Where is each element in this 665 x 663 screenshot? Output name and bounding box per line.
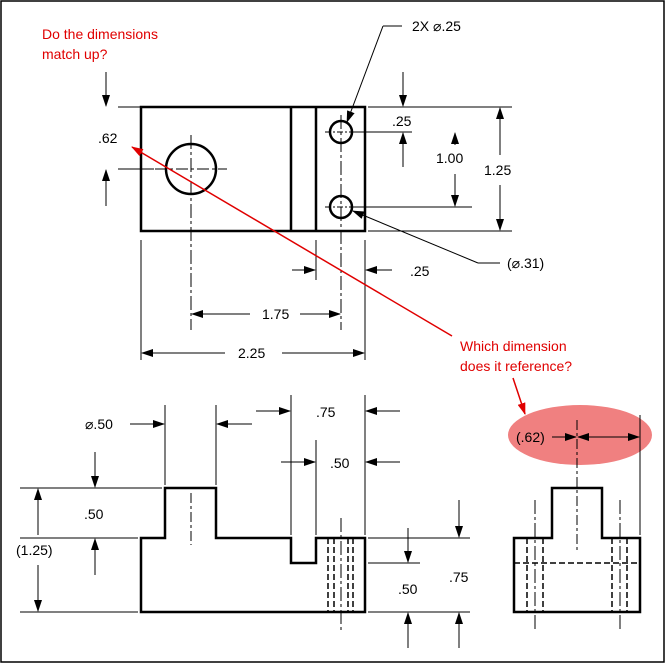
- hole-spacing-small-dim: .25: [392, 113, 412, 129]
- front-view: ⌀.50 .75 .50 .50 (1.25) .50: [16, 395, 470, 648]
- annotations: Do the dimensions match up? Which dimens…: [42, 26, 572, 415]
- front-overall-height-dim: (1.25): [16, 542, 53, 558]
- center-distance-dim: 1.75: [262, 306, 289, 322]
- question-top-line1: Do the dimensions: [42, 26, 158, 42]
- left-offset-dim: .62: [98, 130, 118, 146]
- side-view-outline: [512, 486, 642, 614]
- base-height-dim: .75: [449, 569, 469, 585]
- top-view: 2X ⌀.25 .62 .25 1.00 1.25 (⌀.31) .: [98, 18, 544, 361]
- red-arrow-to-ellipse: [512, 377, 526, 415]
- red-arrow-to-dim: [131, 146, 453, 337]
- boss-height-dim: .50: [84, 506, 104, 522]
- hole-width-dim: .25: [410, 263, 430, 279]
- question-mid-line2: does it reference?: [460, 358, 572, 374]
- counterbore-dia-dim: (⌀.31): [507, 255, 544, 271]
- boss-dia-dim: ⌀.50: [85, 416, 113, 432]
- question-top-line2: match up?: [42, 46, 108, 62]
- side-ref-dim: (.62): [516, 429, 545, 445]
- slot-width-small-dim: .50: [330, 455, 350, 471]
- overall-height-dim: 1.25: [484, 162, 511, 178]
- side-view: (.62): [508, 405, 652, 632]
- holes-callout: 2X ⌀.25: [412, 18, 461, 34]
- hole-spacing-dim: 1.00: [436, 150, 463, 166]
- slot-width-dim: .75: [316, 404, 336, 420]
- question-mid-line1: Which dimension: [460, 338, 567, 354]
- front-view-outline: [139, 486, 367, 614]
- overall-width-dim: 2.25: [238, 345, 265, 361]
- base-height-small-dim: .50: [398, 581, 418, 597]
